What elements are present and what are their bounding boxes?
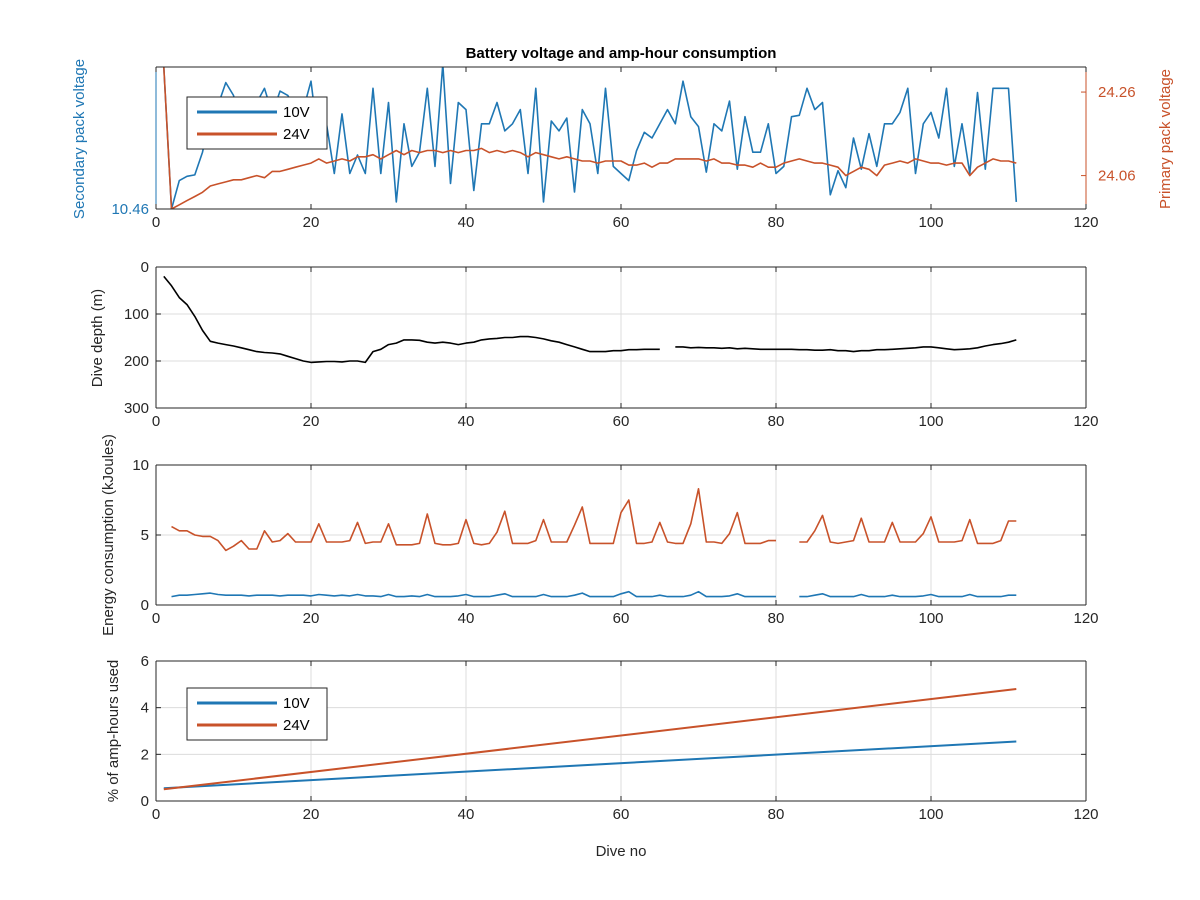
y-tick-label: 10 (132, 457, 149, 474)
x-tick-label: 80 (768, 806, 785, 823)
legend-box (186, 96, 328, 150)
x-tick-label: 40 (458, 214, 475, 231)
voltage-panel: 0 20 40 60 80 100 120 10.46 24.06 24.26 Secondary … (71, 59, 1174, 231)
x-tick-label: 20 (303, 413, 320, 430)
x-tick-label: 60 (613, 413, 630, 430)
legend-label-10v: 10V (283, 695, 310, 712)
x-tick-label: 80 (768, 413, 785, 430)
x-tick-label: 0 (152, 413, 160, 430)
legend-label-24v: 24V (283, 717, 310, 734)
y-axis-label: Secondary pack voltage (71, 59, 88, 219)
x-tick-label: 20 (303, 214, 320, 231)
y-tick-label: 0 (141, 793, 149, 810)
x-tick-label: 60 (613, 806, 630, 823)
y-tick-label: 300 (124, 400, 149, 417)
y-tick-label: 200 (124, 353, 149, 370)
x-tick-label: 120 (1073, 413, 1098, 430)
x-tick-label: 40 (458, 610, 475, 627)
x-tick-label: 120 (1073, 214, 1098, 231)
y-tick-label: 10.46 (111, 201, 149, 218)
y-tick-label: 2 (141, 746, 149, 763)
x-tick-label: 120 (1073, 806, 1098, 823)
series-group (171, 488, 1017, 598)
x-tick-label: 40 (458, 806, 475, 823)
chart-title: Battery voltage and amp-hour consumption (466, 45, 777, 62)
y-tick-label: 100 (124, 306, 149, 323)
y-right-tick-label: 24.26 (1098, 84, 1136, 101)
depth-panel: 0 20 40 60 80 100 120 0 100 200 300 Dive depth (m) (89, 259, 1099, 430)
x-tick-label: 120 (1073, 610, 1098, 627)
x-tick-label: 60 (613, 214, 630, 231)
x-tick-label: 100 (918, 806, 943, 823)
energy-panel: 0 20 40 60 80 100 120 0 5 10 Energy consumption (k… (100, 434, 1099, 636)
y-tick-label: 0 (141, 597, 149, 614)
series-group (163, 275, 1017, 364)
x-axis-label: Dive no (596, 843, 647, 860)
series-line-24v-segment-2 (799, 514, 1017, 545)
series-group (163, 688, 1017, 791)
x-tick-label: 80 (768, 610, 785, 627)
y-tick-label: 4 (141, 700, 149, 717)
series-line-10v (163, 740, 1017, 790)
x-tick-label: 100 (918, 610, 943, 627)
x-tick-label: 0 (152, 214, 160, 231)
y-right-axis-label: Primary pack voltage (1157, 69, 1174, 209)
series-line-10v-segment-2 (799, 593, 1017, 598)
x-tick-label: 0 (152, 610, 160, 627)
x-tick-label: 20 (303, 806, 320, 823)
y-right-tick-label: 24.06 (1098, 168, 1136, 185)
series-line-10v-segment-1 (171, 590, 776, 598)
y-tick-label: 0 (141, 259, 149, 276)
legend-label-10v: 10V (283, 104, 310, 121)
y-tick-label: 5 (141, 527, 149, 544)
x-tick-label: 40 (458, 413, 475, 430)
y-axis-label: Dive depth (m) (89, 289, 106, 387)
series-line-depth-segment-2 (675, 339, 1017, 353)
x-tick-label: 0 (152, 806, 160, 823)
y-tick-label: 6 (141, 653, 149, 670)
x-tick-label: 20 (303, 610, 320, 627)
y-axis-label: Energy consumption (kJoules) (100, 434, 117, 636)
y-axis-label: % of amp-hours used (105, 660, 122, 803)
x-tick-label: 60 (613, 610, 630, 627)
series-line-24v (163, 67, 1017, 209)
x-tick-label: 100 (918, 413, 943, 430)
x-tick-label: 80 (768, 214, 785, 231)
legend-box (186, 687, 328, 741)
x-tick-label: 100 (918, 214, 943, 231)
legend-label-24v: 24V (283, 126, 310, 143)
amp-hours-panel: 0 20 40 60 80 100 120 0 2 4 6 % of amp-hours used Di… (105, 653, 1099, 860)
series-line-depth-segment-1 (163, 275, 660, 364)
series-line-24v (163, 688, 1017, 791)
series-line-24v-segment-1 (171, 488, 776, 552)
